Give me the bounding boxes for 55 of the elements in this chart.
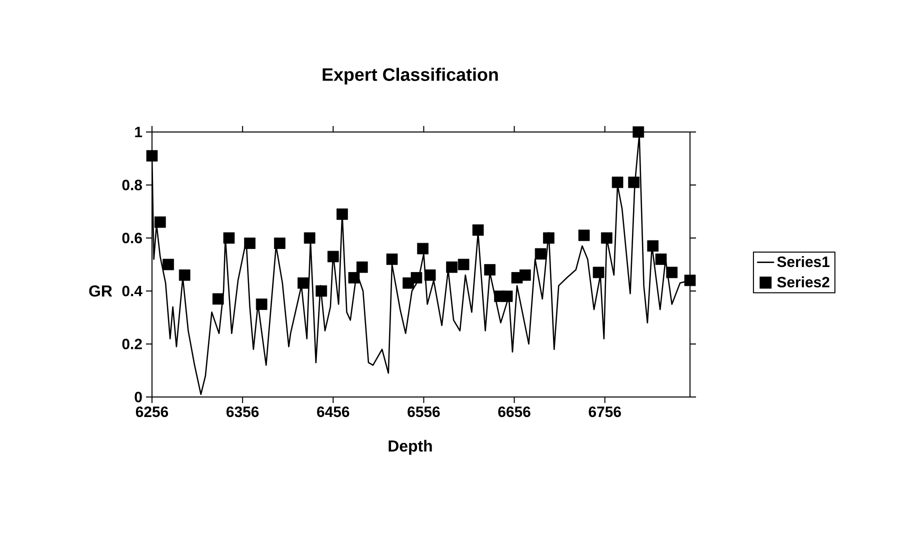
- y-tick-label: 0: [134, 392, 142, 402]
- x-tick-label: 6556: [408, 406, 440, 418]
- point: [655, 254, 667, 265]
- x-tick-label: 6256: [136, 406, 168, 418]
- point: [348, 272, 360, 284]
- point: [647, 240, 659, 252]
- point: [298, 277, 309, 289]
- point: [446, 261, 458, 273]
- chart-title: Expert Classification: [322, 68, 498, 84]
- x-tick-label: 6656: [498, 406, 530, 418]
- point: [356, 261, 368, 273]
- point: [162, 258, 174, 270]
- y-tick-label: 0.6: [122, 232, 142, 244]
- point: [327, 250, 339, 262]
- point: [628, 176, 640, 188]
- point: [666, 266, 678, 278]
- point: [212, 293, 224, 305]
- point: [684, 274, 696, 286]
- point: [501, 290, 513, 302]
- point: [244, 238, 256, 249]
- point: [146, 150, 158, 162]
- point: [424, 269, 436, 281]
- point: [417, 242, 428, 254]
- point: [256, 298, 268, 310]
- point: [223, 232, 235, 244]
- x-tick-label: 6356: [226, 406, 259, 418]
- point: [316, 285, 328, 297]
- point: [612, 176, 624, 188]
- point: [601, 232, 612, 244]
- point: [592, 266, 604, 278]
- y-axis-title: GR: [89, 285, 112, 297]
- y-tick-label: 0.8: [122, 180, 142, 190]
- x-tick-label: 6756: [588, 406, 621, 418]
- point: [578, 230, 590, 242]
- point: [543, 232, 554, 244]
- point: [336, 208, 348, 220]
- point: [534, 248, 546, 260]
- point: [304, 232, 316, 244]
- y-tick-label: 0.2: [122, 338, 142, 350]
- x-axis-title: Depth: [388, 440, 432, 455]
- point: [472, 224, 484, 236]
- point: [484, 264, 496, 276]
- point: [386, 254, 398, 265]
- x-tick-label: 6456: [317, 406, 350, 418]
- point: [178, 269, 190, 281]
- legend-label: Series2: [777, 276, 830, 288]
- point: [458, 258, 470, 270]
- y-tick-label: 1: [135, 126, 142, 138]
- y-tick-label: 0.4: [122, 286, 142, 296]
- point: [519, 269, 531, 281]
- legend-label: Series1: [777, 256, 830, 268]
- point: [632, 126, 644, 138]
- point: [154, 216, 166, 228]
- point: [274, 238, 286, 249]
- point: [410, 272, 422, 284]
